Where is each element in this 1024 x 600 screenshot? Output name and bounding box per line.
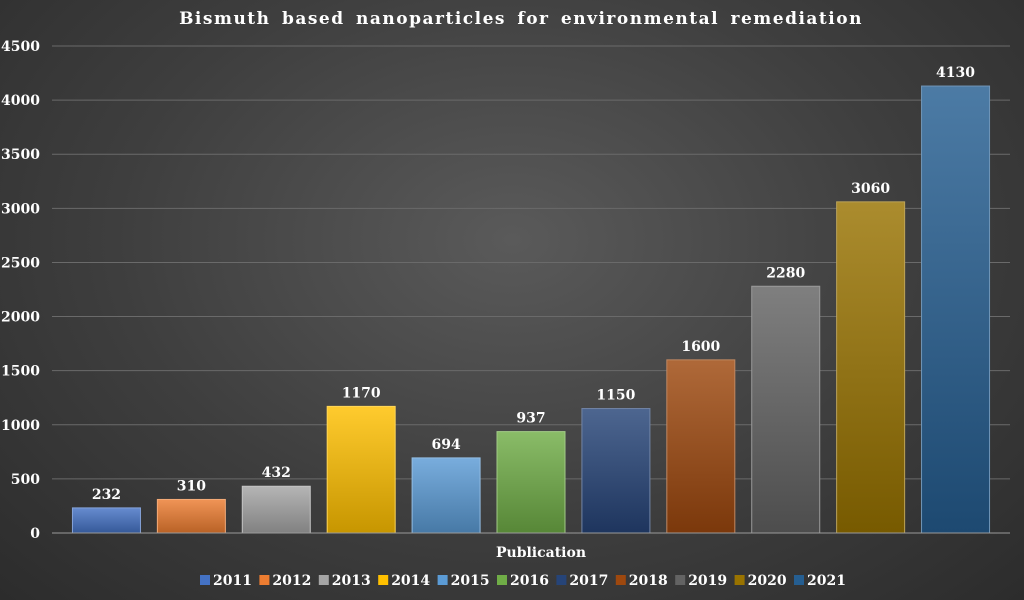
y-tick-label: 0 — [30, 526, 40, 542]
legend-label-2018: 2018 — [629, 573, 668, 589]
bars — [71, 85, 991, 534]
y-axis-ticks: 0 500 1000 1500 2000 2500 3000 3500 4000 4500 — [1, 39, 40, 542]
bar-2013 — [241, 485, 311, 534]
data-label-2014: 1170 — [342, 385, 381, 401]
data-label-2015: 694 — [431, 437, 460, 453]
data-label-2019: 2280 — [766, 265, 805, 281]
bar-2012 — [156, 498, 226, 534]
legend: 2011 2012 2013 2014 2015 2016 2017 2018 2019 2020… — [200, 573, 846, 589]
x-axis-label: Publication — [496, 545, 586, 561]
legend-swatch-2013 — [318, 575, 329, 585]
legend-swatch-2020 — [734, 575, 745, 585]
y-tick-label: 1000 — [1, 418, 40, 434]
legend-label-2016: 2016 — [510, 573, 549, 589]
data-label-2021: 4130 — [936, 65, 975, 81]
bar-2011 — [71, 507, 141, 534]
y-tick-label: 4000 — [1, 93, 40, 109]
data-label-2018: 1600 — [681, 339, 720, 355]
data-label-2020: 3060 — [851, 181, 890, 197]
bar-2021 — [921, 85, 991, 534]
legend-swatch-2016 — [497, 575, 507, 585]
legend-label-2019: 2019 — [688, 573, 727, 589]
legend-label-2014: 2014 — [391, 573, 430, 589]
legend-label-2013: 2013 — [332, 573, 371, 589]
chart-title: Bismuth based nanoparticles for environm… — [179, 9, 863, 29]
legend-label-2020: 2020 — [748, 573, 787, 589]
y-tick-label: 2500 — [1, 255, 40, 271]
legend-swatch-2012 — [259, 575, 270, 585]
bar-2017 — [581, 408, 651, 534]
data-label-2012: 310 — [177, 478, 206, 494]
y-tick-label: 3000 — [1, 201, 40, 217]
legend-swatch-2017 — [556, 575, 567, 585]
legend-label-2017: 2017 — [569, 573, 608, 589]
y-tick-label: 2000 — [1, 310, 40, 326]
legend-swatch-2015 — [437, 575, 448, 585]
legend-label-2012: 2012 — [272, 573, 311, 589]
data-label-2016: 937 — [516, 411, 545, 427]
legend-swatch-2021 — [794, 575, 804, 585]
legend-swatch-2018 — [615, 575, 626, 585]
bar-2018 — [666, 359, 736, 534]
data-label-2011: 232 — [92, 487, 121, 503]
legend-label-2015: 2015 — [451, 573, 490, 589]
bar-2016 — [496, 431, 566, 534]
legend-swatch-2011 — [200, 575, 210, 585]
data-label-2013: 432 — [262, 465, 291, 481]
legend-swatch-2019 — [675, 575, 686, 585]
y-tick-label: 4500 — [1, 39, 40, 55]
bar-2015 — [411, 457, 481, 534]
bar-2014 — [326, 405, 396, 534]
bar-2019 — [751, 285, 821, 534]
bar-2020 — [836, 201, 906, 534]
y-tick-label: 1500 — [1, 364, 40, 380]
legend-label-2011: 2011 — [213, 573, 252, 589]
legend-swatch-2014 — [378, 575, 389, 585]
y-tick-label: 3500 — [1, 147, 40, 163]
legend-label-2021: 2021 — [807, 573, 846, 589]
data-labels: 232 310 432 1170 694 937 1150 1600 2280 3060 4130 — [92, 65, 975, 503]
gridlines — [52, 45, 1010, 480]
data-label-2017: 1150 — [596, 388, 635, 404]
y-tick-label: 500 — [11, 472, 40, 488]
